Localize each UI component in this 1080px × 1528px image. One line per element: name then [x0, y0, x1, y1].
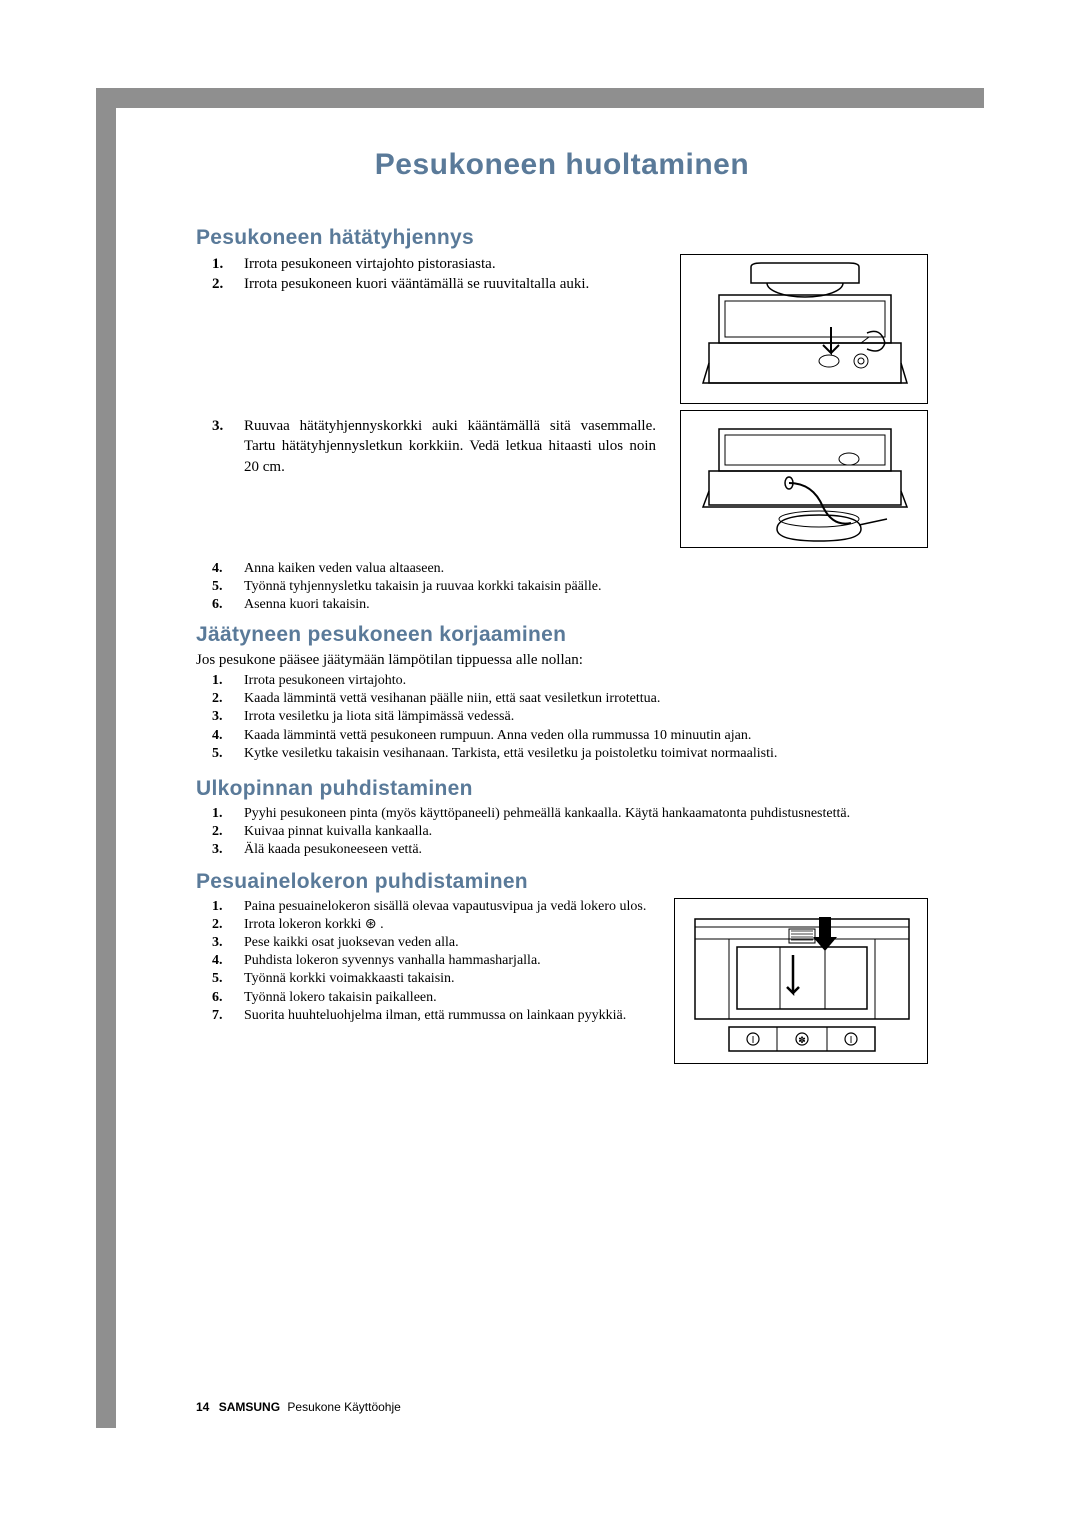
- list-text: Kaada lämmintä vettä vesihanan päälle ni…: [244, 691, 660, 706]
- list-text: Puhdista lokeron syvennys vanhalla hamma…: [244, 953, 541, 968]
- list-text: Pese kaikki osat juoksevan veden alla.: [244, 935, 459, 950]
- list-text: Kytke vesiletku takaisin vesihanaan. Tar…: [244, 746, 777, 761]
- list-item: 6.Työnnä lokero takaisin paikalleen.: [244, 989, 650, 1007]
- list-item: 5.Työnnä tyhjennysletku takaisin ja ruuv…: [244, 578, 928, 596]
- list-item: 4.Kaada lämmintä vettä pesukoneen rumpuu…: [244, 727, 928, 745]
- list-text: Työnnä lokero takaisin paikalleen.: [244, 990, 437, 1005]
- list-text: Asenna kuori takaisin.: [244, 597, 370, 612]
- svg-text:I: I: [752, 1035, 755, 1046]
- list-item: 2.Kuivaa pinnat kuivalla kankaalla.: [244, 823, 928, 841]
- page-title: Pesukoneen huoltaminen: [196, 148, 928, 182]
- list-text: Ruuvaa hätätyhjennyskorkki auki kääntämä…: [244, 418, 656, 475]
- section-emergency-row1: 1.Irrota pesukoneen virtajohto pistorasi…: [196, 254, 928, 404]
- list-item: 2.Irrota pesukoneen kuori vääntämällä se…: [244, 274, 656, 294]
- list-item: 1.Irrota pesukoneen virtajohto.: [244, 672, 928, 690]
- list-item: 7.Suorita huuhteluohjelma ilman, että ru…: [244, 1007, 650, 1025]
- list-item: 1.Irrota pesukoneen virtajohto pistorasi…: [244, 254, 656, 274]
- list-item: 5.Työnnä korkki voimakkaasti takaisin.: [244, 970, 650, 988]
- footer-text: Pesukone Käyttöohje: [287, 1400, 400, 1414]
- frozen-list: 1.Irrota pesukoneen virtajohto. 2.Kaada …: [196, 672, 928, 763]
- list-item: 4.Anna kaiken veden valua altaaseen.: [244, 560, 928, 578]
- list-item: 3.Älä kaada pesukoneeseen vettä.: [244, 841, 928, 859]
- list-text: Irrota pesukoneen virtajohto pistorasias…: [244, 256, 496, 272]
- list-item: 4.Puhdista lokeron syvennys vanhalla ham…: [244, 952, 650, 970]
- list-text: Työnnä korkki voimakkaasti takaisin.: [244, 971, 455, 986]
- section-dispenser-title: Pesuainelokeron puhdistaminen: [196, 870, 928, 894]
- figure-drain-cover: [680, 254, 928, 404]
- list-text: Suorita huuhteluohjelma ilman, että rumm…: [244, 1008, 626, 1023]
- list-text: Kaada lämmintä vettä pesukoneen rumpuun.…: [244, 728, 751, 743]
- section-emergency-drain-title: Pesukoneen hätätyhjennys: [196, 226, 928, 250]
- list-text: Irrota pesukoneen virtajohto.: [244, 673, 406, 688]
- list-item: 3.Irrota vesiletku ja liota sitä lämpimä…: [244, 708, 928, 726]
- frozen-intro: Jos pesukone pääsee jäätymään lämpötilan…: [196, 651, 928, 671]
- footer-brand: SAMSUNG: [219, 1400, 280, 1414]
- emergency-list-part2: 3.Ruuvaa hätätyhjennyskorkki auki kääntä…: [196, 416, 656, 477]
- list-item: 2.Kaada lämmintä vettä vesihanan päälle …: [244, 690, 928, 708]
- section-exterior-title: Ulkopinnan puhdistaminen: [196, 777, 928, 801]
- list-item: 1.Paina pesuainelokeron sisällä olevaa v…: [244, 898, 650, 916]
- section-frozen-title: Jäätyneen pesukoneen korjaaminen: [196, 623, 928, 647]
- figure-drain-hose: [680, 410, 928, 548]
- list-text: Irrota lokeron korkki ⊛ .: [244, 917, 384, 932]
- list-text: Irrota pesukoneen kuori vääntämällä se r…: [244, 276, 589, 292]
- list-item: 1.Pyyhi pesukoneen pinta (myös käyttöpan…: [244, 805, 928, 823]
- list-item: 6.Asenna kuori takaisin.: [244, 596, 928, 614]
- exterior-list: 1.Pyyhi pesukoneen pinta (myös käyttöpan…: [196, 805, 928, 860]
- section-emergency-row2: 3.Ruuvaa hätätyhjennyskorkki auki kääntä…: [196, 410, 928, 548]
- list-text: Pyyhi pesukoneen pinta (myös käyttöpanee…: [244, 806, 850, 821]
- emergency-list-part3: 4.Anna kaiken veden valua altaaseen. 5.T…: [196, 560, 928, 615]
- page-content: Pesukoneen huoltaminen Pesukoneen hätäty…: [116, 108, 984, 1104]
- list-item: 5.Kytke vesiletku takaisin vesihanaan. T…: [244, 745, 928, 763]
- list-item: 3.Pese kaikki osat juoksevan veden alla.: [244, 934, 650, 952]
- list-text: Paina pesuainelokeron sisällä olevaa vap…: [244, 899, 646, 914]
- list-text: Anna kaiken veden valua altaaseen.: [244, 561, 444, 576]
- page-footer: 14 SAMSUNG Pesukone Käyttöohje: [196, 1400, 401, 1414]
- list-text: Työnnä tyhjennysletku takaisin ja ruuvaa…: [244, 579, 601, 594]
- svg-text:✽: ✽: [798, 1035, 806, 1045]
- svg-text:I: I: [850, 1035, 853, 1046]
- list-item: 3.Ruuvaa hätätyhjennyskorkki auki kääntä…: [244, 416, 656, 477]
- emergency-list-part1: 1.Irrota pesukoneen virtajohto pistorasi…: [196, 254, 656, 295]
- list-item: 2.Irrota lokeron korkki ⊛ .: [244, 916, 650, 934]
- figure-dispenser: I ✽ I: [674, 898, 928, 1064]
- section-dispenser-row: 1.Paina pesuainelokeron sisällä olevaa v…: [196, 898, 928, 1064]
- list-text: Irrota vesiletku ja liota sitä lämpimäss…: [244, 709, 514, 724]
- list-text: Älä kaada pesukoneeseen vettä.: [244, 842, 422, 857]
- dispenser-list: 1.Paina pesuainelokeron sisällä olevaa v…: [196, 898, 650, 1025]
- list-text: Kuivaa pinnat kuivalla kankaalla.: [244, 824, 432, 839]
- page-number: 14: [196, 1400, 209, 1414]
